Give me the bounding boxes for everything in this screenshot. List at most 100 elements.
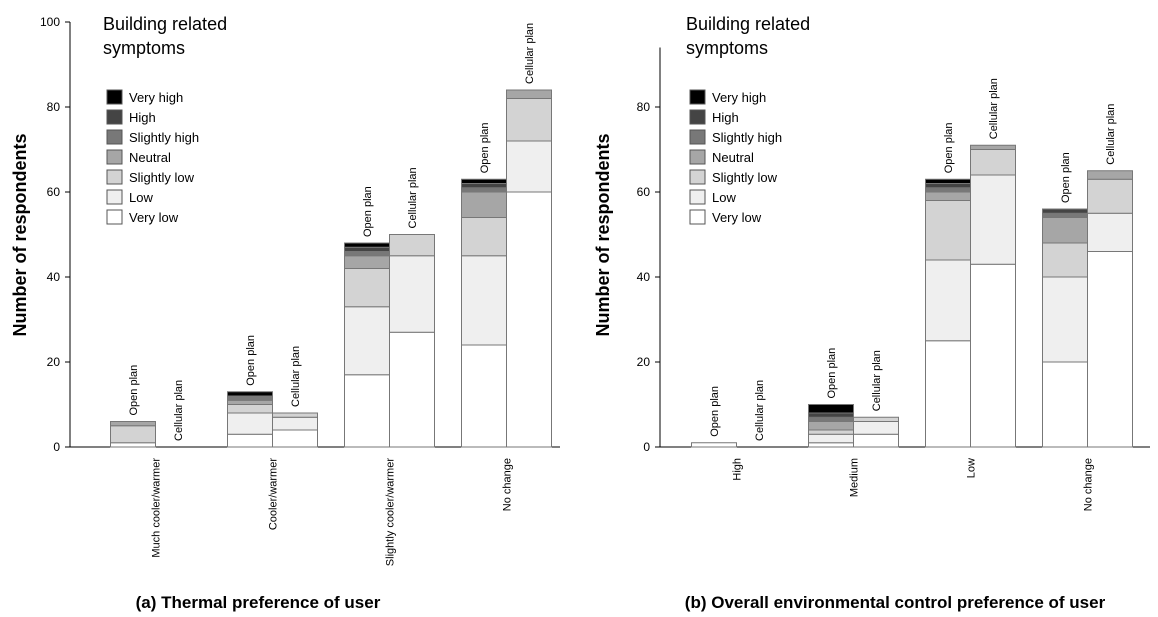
y-tick-label: 20	[47, 355, 61, 369]
legend-swatch	[106, 149, 123, 165]
bar-group-label: Open plan	[128, 365, 140, 416]
bar-segment	[461, 187, 507, 193]
bar-segment	[344, 268, 390, 308]
bar-segment	[389, 255, 435, 333]
bar-segment	[1042, 361, 1088, 448]
legend-label: Very low	[712, 210, 762, 225]
bar-group-label: Cellular plan	[1105, 104, 1117, 165]
bar-segment	[808, 404, 854, 414]
bar-segment	[110, 425, 156, 444]
bar-group-label: Open plan	[245, 335, 257, 386]
bar-segment	[227, 391, 273, 397]
y-tick-label: 20	[637, 355, 651, 369]
legend-swatch	[106, 129, 123, 145]
bar-segment	[808, 442, 854, 448]
bar-group-label: Cellular plan	[754, 380, 766, 441]
legend-label: High	[712, 110, 739, 125]
legend-swatch	[689, 209, 706, 225]
bar-group-label: Cellular plan	[988, 78, 1000, 139]
x-tick-label: Low	[966, 458, 978, 478]
bar-segment	[461, 178, 507, 184]
legend-label: High	[129, 110, 156, 125]
legend-swatch	[689, 149, 706, 165]
y-tick-label: 40	[47, 270, 61, 284]
bar-group-label: Cellular plan	[407, 167, 419, 228]
bar-group-label: Cellular plan	[524, 23, 536, 84]
bar-segment	[925, 259, 971, 342]
legend-label: Slightly low	[129, 170, 195, 185]
x-tick-label: Medium	[849, 458, 861, 497]
bar-segment	[970, 149, 1016, 176]
bar-segment	[1087, 251, 1133, 448]
bar-segment	[925, 340, 971, 448]
bar-segment	[272, 416, 318, 431]
legend-title: Building related symptoms	[103, 14, 227, 58]
x-tick-label: High	[732, 458, 744, 481]
legend-swatch	[689, 89, 706, 105]
legend-label: Slightly high	[712, 130, 782, 145]
legend-swatch	[689, 169, 706, 185]
bar-segment	[506, 98, 552, 142]
legend-swatch	[106, 89, 123, 105]
legend-label: Low	[712, 190, 736, 205]
bar-segment	[1042, 242, 1088, 278]
bar-segment	[461, 255, 507, 346]
legend-label: Very high	[712, 90, 766, 105]
x-tick-label: Much cooler/warmer	[151, 458, 163, 558]
bar-segment	[925, 200, 971, 261]
legend-title-line: Building related	[686, 14, 810, 34]
legend-swatch	[106, 189, 123, 205]
bar-segment	[506, 140, 552, 193]
y-tick-label: 80	[637, 100, 651, 114]
bar-segment	[691, 442, 737, 448]
bar-segment	[110, 442, 156, 448]
bar-group-label: Cellular plan	[173, 380, 185, 441]
bar-group-label: Open plan	[479, 122, 491, 173]
bar-group-label: Open plan	[362, 186, 374, 237]
bar-segment	[925, 183, 971, 189]
legend-swatch	[106, 109, 123, 125]
caption: (b) Overall environmental control prefer…	[685, 593, 1106, 612]
bar-segment	[853, 421, 899, 435]
legend-label: Low	[129, 190, 153, 205]
bar-group-label: Cellular plan	[290, 346, 302, 407]
legend-swatch	[689, 189, 706, 205]
bar-segment	[110, 421, 156, 427]
bar-segment	[970, 263, 1016, 448]
bar-group-label: Open plan	[826, 348, 838, 399]
legend-label: Neutral	[712, 150, 754, 165]
bar-segment	[925, 191, 971, 201]
bar-segment	[1042, 208, 1088, 214]
legend-title-line: Building related	[103, 14, 227, 34]
bar-segment	[808, 433, 854, 444]
bar-group-label: Open plan	[1060, 152, 1072, 203]
bar-segment	[925, 178, 971, 184]
bar-segment	[272, 412, 318, 418]
y-tick-label: 0	[643, 440, 650, 454]
legend-swatch	[106, 169, 123, 185]
bar-segment	[1087, 212, 1133, 252]
bar-segment	[808, 412, 854, 418]
bar-segment	[1042, 212, 1088, 218]
bar-segment	[808, 429, 854, 435]
bar-segment	[461, 191, 507, 218]
x-tick-label: No change	[502, 458, 514, 511]
bar-segment	[808, 421, 854, 431]
bar-segment	[853, 416, 899, 422]
legend-label: Slightly low	[712, 170, 778, 185]
bar-segment	[344, 255, 390, 269]
x-tick-label: Cooler/warmer	[268, 458, 280, 530]
x-tick-label: No change	[1083, 458, 1095, 511]
x-tick-label: Slightly cooler/warmer	[385, 458, 397, 567]
bar-segment	[389, 234, 435, 257]
y-tick-label: 40	[637, 270, 651, 284]
y-tick-label: 60	[637, 185, 651, 199]
legend-swatch	[689, 129, 706, 145]
bar-segment	[853, 433, 899, 448]
bar-segment	[344, 306, 390, 376]
bar-segment	[970, 174, 1016, 265]
bar-segment	[1042, 276, 1088, 363]
bar-group-label: Cellular plan	[871, 350, 883, 411]
